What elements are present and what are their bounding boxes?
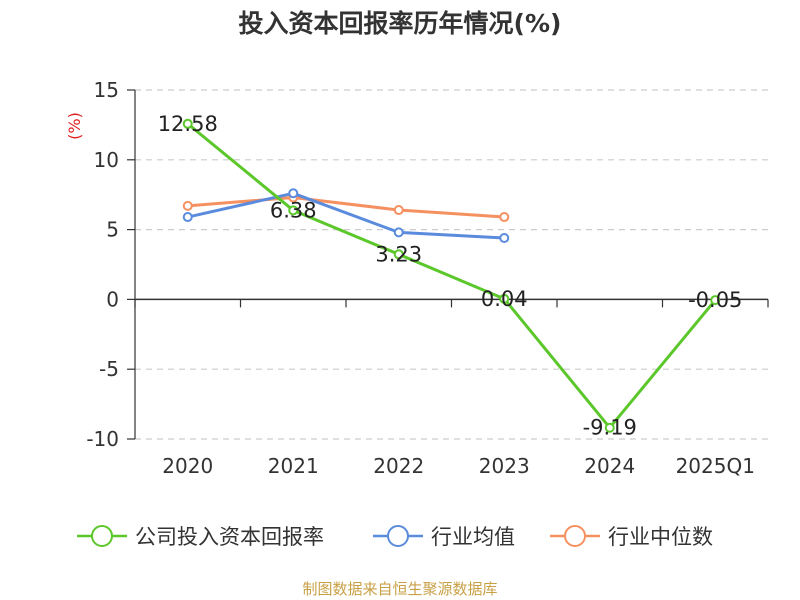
legend-marker [564, 525, 586, 547]
data-point [182, 212, 193, 223]
legend-label: 行业均值 [431, 525, 515, 549]
data-label: 6.38 [270, 198, 317, 222]
data-point [288, 205, 299, 216]
y-tick-label: 5 [106, 218, 119, 242]
data-labels: 12.58 6.38 3.23 0.04 -9.19 -0.05 [158, 112, 743, 440]
y-tick-label: -5 [99, 357, 119, 381]
x-tick-labels: 2020 2021 2022 2023 2024 2025Q1 [162, 454, 755, 478]
axes [127, 89, 769, 440]
data-label: 3.23 [375, 242, 422, 266]
series-line [187, 191, 505, 240]
data-label: -0.05 [688, 288, 742, 312]
legend-marker [91, 525, 113, 547]
data-label: 12.58 [158, 112, 218, 136]
data-point [499, 293, 510, 304]
x-tick-label: 2024 [584, 454, 635, 478]
data-label: 0.04 [481, 287, 528, 311]
legend-item[interactable]: 公司投入资本回报率 [77, 525, 324, 549]
chart-title: 投入资本回报率历年情况(%) [238, 9, 562, 38]
grid-lines [135, 89, 768, 440]
legend-item[interactable]: 行业均值 [373, 525, 515, 549]
legend-item[interactable]: 行业中位数 [550, 525, 713, 549]
series-line [187, 195, 505, 219]
x-tick-label: 2021 [268, 454, 319, 478]
y-tick-label: 0 [106, 287, 119, 311]
data-point [288, 188, 299, 199]
y-tick-label: -10 [86, 427, 119, 451]
data-point [182, 118, 193, 129]
legend: 公司投入资本回报率 行业均值 行业中位数 [77, 525, 713, 549]
data-point [393, 205, 404, 216]
data-point [710, 295, 721, 306]
data-point [393, 249, 404, 260]
x-tick-label: 2025Q1 [676, 454, 755, 478]
data-point [182, 200, 193, 211]
data-point [604, 422, 615, 433]
legend-label: 行业中位数 [608, 525, 713, 549]
y-tick-label: 10 [94, 148, 119, 172]
data-point [499, 232, 510, 243]
y-axis-label: (%) [65, 112, 84, 140]
y-tick-labels: 15 10 5 0 -5 -10 [86, 78, 119, 451]
data-source: 制图数据来自恒生聚源数据库 [302, 580, 498, 598]
legend-label: 公司投入资本回报率 [135, 525, 324, 549]
x-tick-label: 2022 [373, 454, 424, 478]
data-point [499, 212, 510, 223]
x-tick-label: 2020 [162, 454, 213, 478]
series-lines [182, 118, 721, 433]
legend-marker [387, 525, 409, 547]
y-tick-label: 15 [94, 78, 119, 102]
data-label: -9.19 [583, 416, 637, 440]
series-line [186, 122, 717, 430]
data-point [393, 227, 404, 238]
x-tick-label: 2023 [479, 454, 530, 478]
